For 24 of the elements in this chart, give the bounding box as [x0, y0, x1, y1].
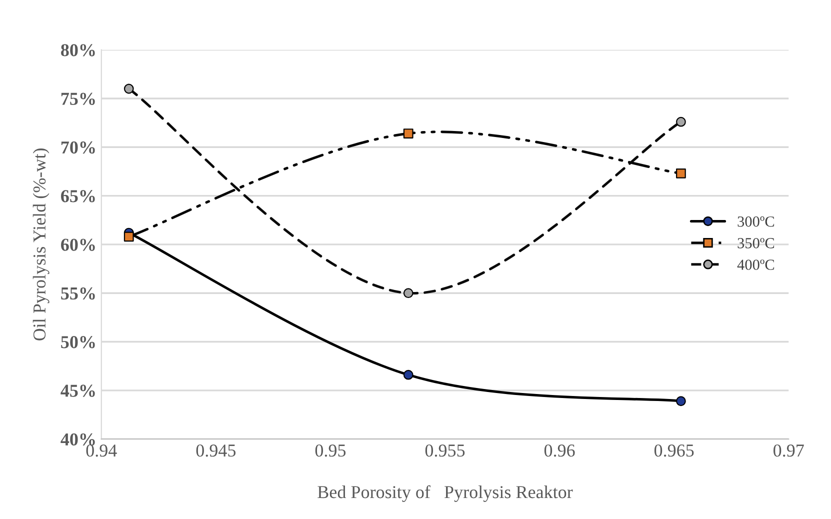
x-tick-label: 0.96 — [544, 444, 575, 457]
x-tick-label: 0.97 — [774, 444, 804, 457]
point — [676, 168, 686, 178]
x-tick-label: 0.965 — [654, 444, 694, 457]
y-tick-label: 55% — [61, 287, 95, 300]
y-tick-label: 65% — [61, 190, 95, 202]
y-tick-label: 50% — [61, 336, 95, 348]
legend-label: 350ºC — [738, 238, 774, 248]
x-tick-label: 0.95 — [315, 444, 346, 457]
x-tick-label: 0.94 — [86, 444, 117, 457]
y-tick-label: 45% — [60, 384, 95, 397]
x-tick-label: 0.945 — [196, 444, 236, 457]
y-tick-label: 70% — [61, 141, 95, 154]
y-axis-title: Oil Pyrolysis Yield (%-wt) — [32, 148, 50, 340]
legend-label: 400ºC — [737, 260, 774, 270]
x-axis-title: Bed Porosity of Pyrolysis Reaktor — [318, 485, 573, 502]
y-tick-label: 40% — [60, 433, 95, 446]
legend-label: 300ºC — [738, 216, 774, 227]
point — [403, 128, 414, 138]
y-tick-label: 60% — [61, 238, 95, 251]
point — [124, 232, 134, 242]
y-tick-label: 80% — [61, 44, 95, 56]
y-tick-label: 75% — [61, 92, 95, 105]
x-tick-label: 0.955 — [425, 444, 465, 457]
